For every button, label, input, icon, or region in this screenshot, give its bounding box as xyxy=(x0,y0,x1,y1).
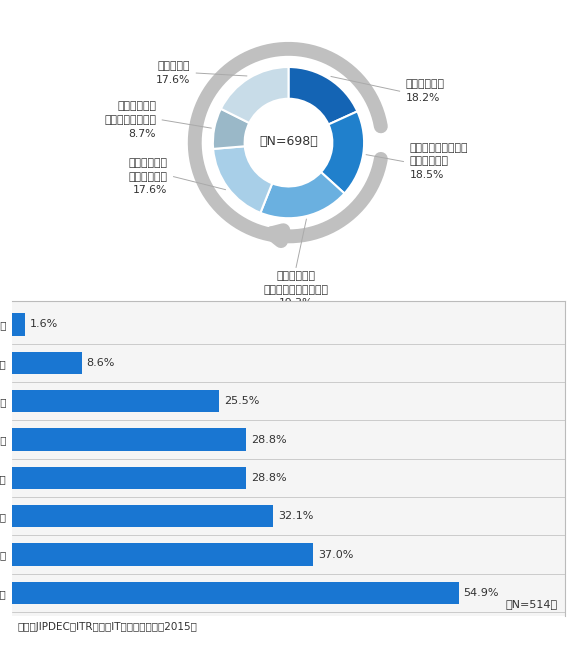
Bar xyxy=(12,582,459,604)
Text: 28.8%: 28.8% xyxy=(251,434,287,445)
Text: 54.9%: 54.9% xyxy=(464,588,499,598)
Text: 28.8%: 28.8% xyxy=(251,473,287,483)
Text: 対応のための作業が
進行中である
18.5%: 対応のための作業が 進行中である 18.5% xyxy=(410,143,468,180)
Text: （N=698）: （N=698） xyxy=(259,135,318,148)
Bar xyxy=(12,505,273,527)
Wedge shape xyxy=(260,172,344,218)
Bar xyxy=(12,352,81,374)
Text: 対応の必要は
ないと考えている
8.7%: 対応の必要は ないと考えている 8.7% xyxy=(104,101,156,138)
Wedge shape xyxy=(213,109,249,149)
Text: （N=514）: （N=514） xyxy=(505,599,557,609)
Text: 出典：JIPDEC／ITR「企業IT利活用動向調査2015」: 出典：JIPDEC／ITR「企業IT利活用動向調査2015」 xyxy=(17,622,197,632)
Wedge shape xyxy=(288,67,357,125)
Bar xyxy=(12,390,219,412)
Wedge shape xyxy=(221,67,288,123)
Wedge shape xyxy=(213,146,272,213)
Text: わからない
17.6%: わからない 17.6% xyxy=(156,61,190,85)
Text: 37.0%: 37.0% xyxy=(318,550,353,560)
Text: 25.5%: 25.5% xyxy=(224,396,260,406)
Bar xyxy=(12,467,246,489)
Bar xyxy=(12,428,246,450)
Text: 1.6%: 1.6% xyxy=(29,319,58,330)
Wedge shape xyxy=(321,111,364,194)
Text: 完了している
18.2%: 完了している 18.2% xyxy=(406,79,445,103)
Text: 32.1%: 32.1% xyxy=(278,512,313,521)
Bar xyxy=(12,313,25,335)
Text: 対応予定だが
未着手である
17.6%: 対応予定だが 未着手である 17.6% xyxy=(129,158,167,195)
Text: 対応のための
準備・検討段階である
19.3%: 対応のための 準備・検討段階である 19.3% xyxy=(264,271,328,308)
Text: 8.6%: 8.6% xyxy=(87,358,115,368)
Bar xyxy=(12,543,313,566)
